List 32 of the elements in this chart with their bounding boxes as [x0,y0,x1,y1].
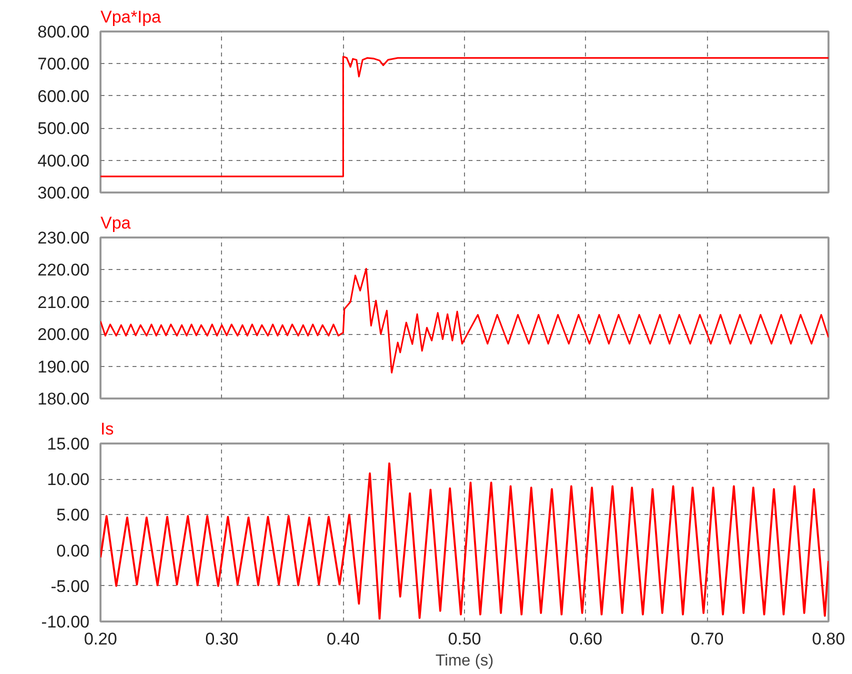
y-tick-label: 200.00 [38,325,90,344]
x-tick-label: 0.80 [812,630,846,648]
x-tick-label: 0.40 [326,630,360,648]
x-tick-label: 0.30 [205,630,238,648]
y-tick-label: 700.00 [38,54,90,74]
y-tick-label: -10.00 [41,612,90,632]
y-tick-label: 10.00 [46,470,90,490]
y-tick-label: 230.00 [38,228,90,248]
y-tick-label: 300.00 [38,184,90,202]
line-series [100,56,828,178]
chart-title: Vpa*Ipa [100,8,162,26]
x-tick-label: 0.20 [84,630,118,648]
x-tick-label: 0.50 [448,630,482,648]
y-tick-label: 210.00 [38,292,90,312]
y-tick-label: 5.00 [56,506,90,525]
y-tick-label: 180.00 [38,390,90,408]
line-series [100,268,828,374]
chart-title: Is [100,420,114,438]
y-tick-label: 190.00 [38,357,90,376]
y-tick-label: 800.00 [38,22,90,42]
x-tick-label: 0.70 [690,630,724,648]
chart-title: Vpa [100,214,132,232]
y-tick-label: 220.00 [38,260,90,280]
line-series [100,462,828,620]
y-tick-label: 500.00 [38,119,90,138]
y-tick-label: 600.00 [38,86,90,106]
y-tick-label: 0.00 [56,541,90,560]
x-tick-label: 0.60 [569,630,602,648]
y-tick-label: 15.00 [46,434,90,454]
x-axis-title: Time (s) [435,652,494,670]
y-tick-label: -5.00 [50,576,90,596]
y-tick-label: 400.00 [38,151,90,170]
